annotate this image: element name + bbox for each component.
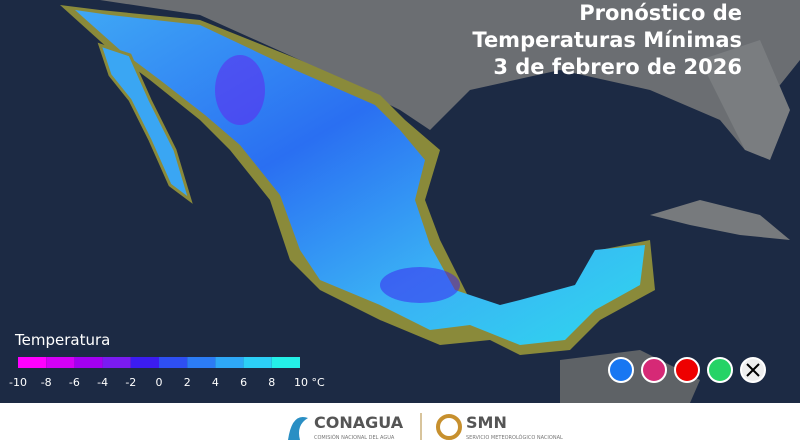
conagua-logo [288, 416, 308, 440]
legend-tick-label: 4 [212, 376, 219, 389]
legend-tick-label: 6 [240, 376, 247, 389]
title-line: Pronóstico de [579, 1, 742, 25]
instagram-icon[interactable] [641, 357, 667, 383]
legend-tick-label: 10 °C [294, 376, 325, 389]
footer [0, 403, 800, 445]
legend-swatch [215, 357, 244, 368]
x-glyph [746, 363, 760, 377]
florida [700, 40, 790, 160]
baja-california [97, 42, 193, 204]
legend-tick-label: -8 [41, 376, 52, 389]
smn-logo [436, 414, 462, 440]
cold-zone [215, 55, 265, 125]
legend: -10 -8 -6 -4 -2 0 2 4 6 8 10 °C [9, 357, 325, 389]
org-subtitle: SERVICIO METEOROLÓGICO NACIONAL [466, 434, 563, 441]
legend-swatch [243, 357, 272, 368]
legend-swatch [46, 357, 75, 368]
legend-tick-label: -10 [9, 376, 27, 389]
cold-zone [380, 267, 460, 303]
legend-tick-label: -4 [97, 376, 108, 389]
facebook-icon[interactable] [608, 357, 634, 383]
legend-tick-label: -2 [125, 376, 136, 389]
youtube-icon[interactable] [674, 357, 700, 383]
legend-tick-label: 2 [184, 376, 191, 389]
social-icons [608, 357, 766, 383]
legend-tick-label: 8 [268, 376, 275, 389]
legend-swatch [18, 357, 47, 368]
legend-swatch [187, 357, 216, 368]
org-subtitle: COMISIÓN NACIONAL DEL AGUA [314, 434, 395, 441]
org-name: SMN [466, 413, 507, 432]
legend-title: Temperatura [14, 331, 110, 349]
legend-swatch [271, 357, 300, 368]
legend-swatch [102, 357, 131, 368]
legend-swatch [74, 357, 103, 368]
legend-swatch [130, 357, 159, 368]
legend-tick-label: -6 [69, 376, 80, 389]
legend-tick-label: 0 [156, 376, 163, 389]
title-line: 3 de febrero de 2026 [493, 55, 742, 79]
us-land [0, 0, 800, 150]
title-line: Temperaturas Mínimas [472, 28, 742, 52]
legend-swatch [159, 357, 188, 368]
org-name: CONAGUA [314, 413, 404, 432]
cuba [650, 200, 790, 240]
whatsapp-icon[interactable] [707, 357, 733, 383]
